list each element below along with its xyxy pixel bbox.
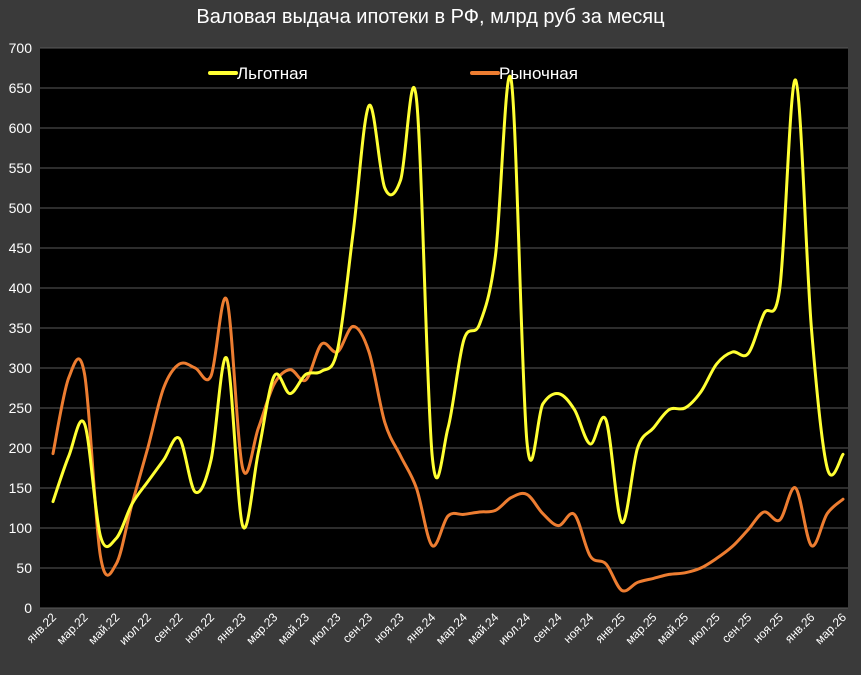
x-tick-label: июл.23 — [306, 610, 344, 648]
series-line-preferential — [51, 74, 845, 549]
x-tick-label: мар.24 — [433, 610, 470, 647]
legend-layer: Льготная Рыночная — [208, 64, 578, 83]
y-tick-label: 200 — [9, 440, 33, 456]
y-tick-label: 100 — [9, 520, 33, 536]
x-tick-label: май.23 — [275, 610, 312, 647]
y-tick-label: 250 — [9, 400, 33, 416]
y-tick-label: 50 — [16, 560, 32, 576]
y-tick-label: 700 — [9, 40, 33, 56]
y-tick-label: 0 — [24, 600, 32, 616]
x-tick-label: янв.25 — [592, 610, 628, 646]
x-tick-label: сен.24 — [529, 610, 565, 646]
x-tick-label: ноя.23 — [371, 610, 407, 646]
y-tick-label: 550 — [9, 160, 33, 176]
legend-label: Льготная — [237, 64, 308, 83]
x-tick-label: янв.26 — [782, 610, 818, 646]
x-tick-label: янв.23 — [213, 610, 249, 646]
x-tick-label: мар.25 — [623, 610, 660, 647]
series-layer — [51, 74, 845, 593]
x-tick-label: сен.23 — [340, 610, 376, 646]
x-tick-label: мар.22 — [54, 610, 91, 647]
x-tick-label: сен.22 — [150, 610, 186, 646]
legend-label: Рыночная — [499, 64, 578, 83]
y-tick-label: 300 — [9, 360, 33, 376]
y-tick-label: 400 — [9, 280, 33, 296]
x-tick-label: май.22 — [85, 610, 122, 647]
x-tick-label: май.25 — [654, 610, 691, 647]
y-tick-label: 600 — [9, 120, 33, 136]
x-tick-label: сен.25 — [719, 610, 755, 646]
chart-title: Валовая выдача ипотеки в РФ, млрд руб за… — [196, 6, 665, 28]
x-tick-label: июл.24 — [496, 610, 534, 648]
x-tick-label: июл.22 — [116, 610, 154, 648]
series-line-market — [51, 296, 845, 593]
x-tick-label: мар.26 — [812, 610, 849, 647]
x-tick-label: ноя.25 — [750, 610, 786, 646]
grid-layer — [40, 47, 848, 609]
y-tick-label: 350 — [9, 320, 33, 336]
x-tick-label: июл.25 — [685, 610, 723, 648]
x-tick-label: май.24 — [465, 610, 502, 647]
y-tick-label: 650 — [9, 80, 33, 96]
x-tick-label: янв.24 — [403, 610, 439, 646]
x-tick-label: ноя.24 — [561, 610, 597, 646]
y-tick-label: 500 — [9, 200, 33, 216]
x-tick-label: мар.23 — [243, 610, 280, 647]
y-tick-label: 150 — [9, 480, 33, 496]
x-tick-label: ноя.22 — [181, 610, 217, 646]
y-tick-label: 450 — [9, 240, 33, 256]
